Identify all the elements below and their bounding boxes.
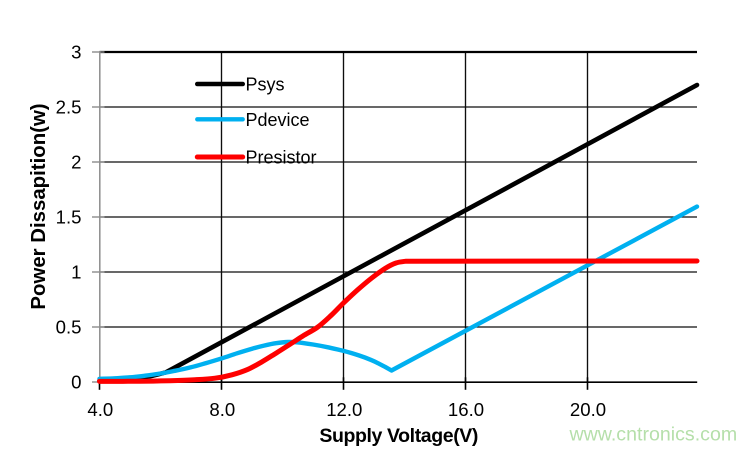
svg-text:0: 0 <box>71 372 81 393</box>
svg-text:3: 3 <box>71 42 81 63</box>
svg-text:4.0: 4.0 <box>87 399 113 420</box>
svg-text:12.0: 12.0 <box>326 399 362 420</box>
svg-text:Supply Voltage(V): Supply Voltage(V) <box>319 425 478 447</box>
svg-text:20.0: 20.0 <box>570 399 606 420</box>
svg-text:Pdevice: Pdevice <box>246 110 310 130</box>
svg-text:Presistor: Presistor <box>246 148 317 168</box>
svg-text:8.0: 8.0 <box>209 399 235 420</box>
svg-text:2.5: 2.5 <box>56 97 82 118</box>
svg-text:0.5: 0.5 <box>56 317 82 338</box>
svg-text:1: 1 <box>71 262 81 283</box>
svg-text:2: 2 <box>71 152 81 173</box>
svg-text:1.5: 1.5 <box>56 207 82 228</box>
svg-text:www.cntronics.com: www.cntronics.com <box>569 424 738 446</box>
svg-text:16.0: 16.0 <box>448 399 484 420</box>
svg-text:Psys: Psys <box>246 75 285 95</box>
svg-text:Power Dissapition(w): Power Dissapition(w) <box>28 103 50 309</box>
